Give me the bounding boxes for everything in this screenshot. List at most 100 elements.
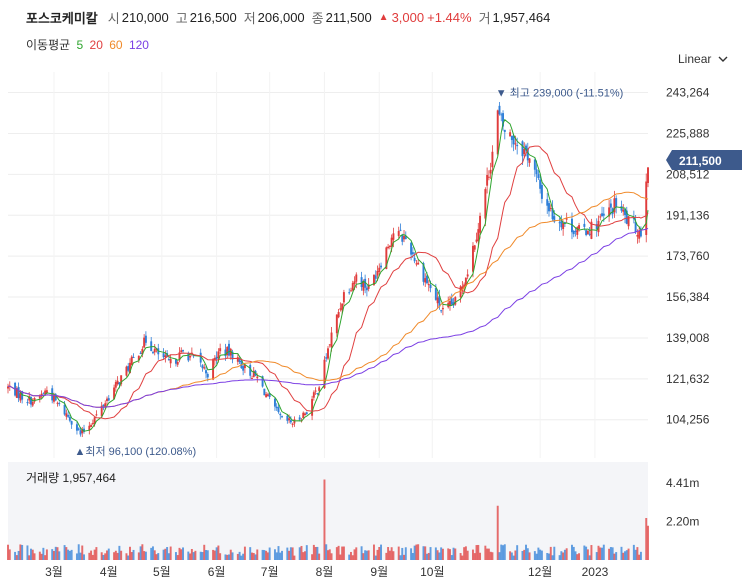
candle-body (622, 209, 625, 212)
candle-body (17, 387, 20, 399)
volume-bar (500, 544, 503, 560)
volume-bar (399, 555, 402, 560)
volume-bar (132, 549, 135, 560)
volume-bar (548, 553, 550, 560)
volume-bar (305, 545, 308, 560)
volume-bar (166, 547, 169, 560)
ma-legend-item-120[interactable]: 120 (128, 38, 149, 52)
volume-value: 1,957,464 (492, 9, 551, 25)
candle-body (144, 335, 147, 343)
candle-body (279, 413, 282, 416)
candle-body (364, 278, 367, 288)
volume-bar (243, 546, 246, 560)
candle-body (127, 366, 130, 371)
candle-body (360, 277, 363, 287)
candle-body (548, 203, 550, 212)
candle-body (325, 357, 328, 359)
candle-body (318, 387, 321, 391)
ma-legend-item-60[interactable]: 60 (109, 38, 123, 52)
candle-body (399, 229, 402, 231)
candle-body (150, 341, 153, 351)
volume-bar (636, 547, 639, 560)
candle-body (305, 412, 308, 415)
volume-bar (88, 552, 91, 560)
volume-bar (638, 554, 641, 560)
volume-bar (327, 550, 329, 560)
candle-body (588, 233, 591, 235)
volume-bar (502, 545, 504, 560)
candle-body (215, 356, 218, 360)
volume-bar (609, 547, 612, 560)
candle-body (489, 169, 492, 174)
candle-body (638, 230, 641, 239)
volume-bar (339, 554, 342, 560)
volume-bar (558, 555, 561, 560)
candle-body (201, 365, 204, 369)
candle-body (571, 218, 573, 233)
candle-body (411, 252, 414, 255)
candle-body (528, 158, 531, 163)
open-value: 210,000 (121, 9, 169, 25)
volume-bar (404, 547, 407, 560)
scale-toggle-button[interactable]: Linear (678, 52, 728, 66)
candle-body (341, 303, 344, 311)
volume-bar (601, 547, 604, 560)
candle-body (125, 366, 128, 376)
volume-bar (180, 549, 183, 560)
candle-body (473, 245, 476, 250)
volume-bar (212, 549, 215, 560)
candle-body (289, 420, 292, 423)
candle-body (178, 352, 181, 361)
ma-line-20 (7, 145, 649, 420)
candle-body (549, 207, 552, 209)
ma-legend-item-20[interactable]: 20 (89, 38, 103, 52)
volume-bar (252, 552, 255, 560)
price-axis: 243,264 225,888 208,512 191,136 173,760 156,3… (666, 86, 710, 427)
ma-legend-item-5[interactable]: 5 (76, 38, 84, 52)
volume-bar (586, 549, 589, 560)
volume-bar (70, 549, 73, 560)
candle-body (95, 414, 98, 416)
volume-bar (289, 547, 292, 560)
change-value: 3,000 (391, 9, 425, 25)
volume-bar (127, 555, 130, 560)
candle-body (576, 227, 579, 235)
volume-bar (106, 550, 108, 560)
volume-bar (429, 547, 432, 560)
volume-bar (51, 549, 54, 560)
candle-body (56, 402, 59, 404)
candle-body (130, 356, 133, 366)
volume-bar (438, 552, 441, 560)
volume-bar (224, 554, 227, 560)
candle-body (275, 406, 278, 409)
volume-bar (182, 547, 184, 560)
candle-body (90, 424, 93, 427)
candle-body (415, 263, 418, 265)
candle-body (139, 352, 142, 354)
volume-bar (201, 552, 204, 560)
volume-bar (540, 550, 543, 560)
volume-bar (608, 548, 611, 560)
candle-body (449, 301, 451, 306)
volume-bar (422, 546, 425, 560)
volume-bar (75, 553, 78, 560)
candle-body (385, 247, 388, 269)
volume-bar (510, 552, 513, 560)
volume-bar (187, 551, 190, 560)
candle-body (277, 407, 280, 413)
chevron-down-icon (718, 56, 728, 63)
volume-bar (330, 553, 333, 560)
volume-bar (417, 544, 420, 560)
volume-bar (351, 555, 354, 560)
volume-bar (434, 547, 437, 560)
volume-bar (588, 555, 591, 560)
volume-bar (203, 544, 206, 560)
candle-body (523, 149, 526, 155)
volume-bar (314, 546, 317, 560)
volume-bar (487, 548, 490, 560)
volume-bar (537, 547, 540, 560)
candle-body (422, 263, 425, 282)
volume-bar (228, 554, 230, 560)
candle-body (404, 236, 407, 240)
